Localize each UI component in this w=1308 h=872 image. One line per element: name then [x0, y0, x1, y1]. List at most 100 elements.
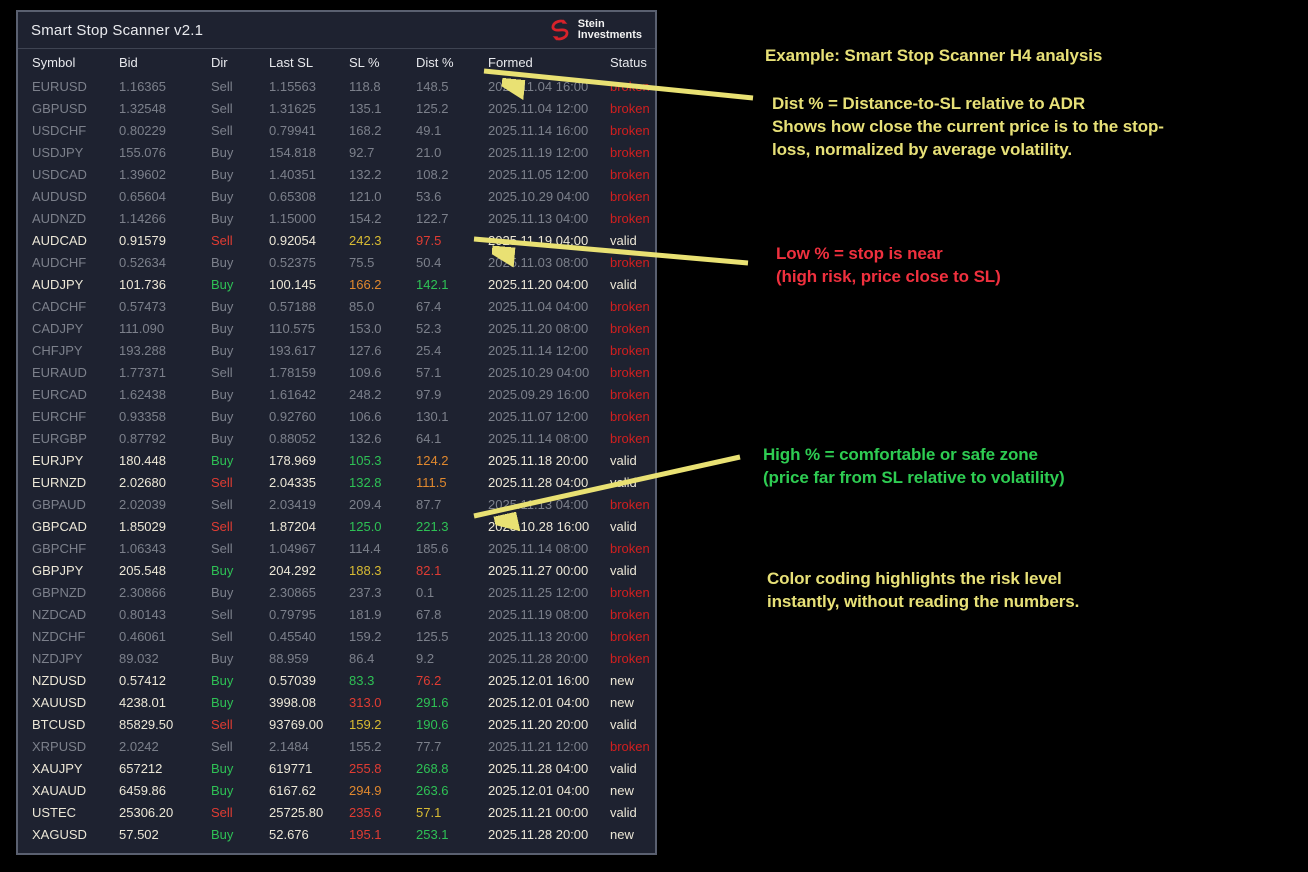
- table-row[interactable]: EURCHF 0.93358 Buy 0.92760 106.6 130.1 2025.11…: [18, 405, 655, 427]
- table-row[interactable]: AUDNZD 1.14266 Buy 1.15000 154.2 122.7 2025.11…: [18, 207, 655, 229]
- table-row[interactable]: NZDJPY 89.032 Buy 88.959 86.4 9.2 2025.11.28 2…: [18, 647, 655, 669]
- cell-last-sl: 619771: [269, 760, 313, 776]
- table-row[interactable]: XRPUSD 2.0242 Sell 2.1484 155.2 77.7 2025.11.2…: [18, 735, 655, 757]
- table-row[interactable]: EURUSD 1.16365 Sell 1.15563 118.8 148.5 2025.1…: [18, 75, 655, 97]
- cell-status: broken: [610, 298, 650, 314]
- cell-dir: Sell: [211, 804, 233, 820]
- cell-formed: 2025.11.28 04:00: [488, 760, 589, 776]
- table-row[interactable]: BTCUSD 85829.50 Sell 93769.00 159.2 190.6 2025…: [18, 713, 655, 735]
- cell-symbol: EURJPY: [32, 452, 84, 468]
- table-row[interactable]: NZDUSD 0.57412 Buy 0.57039 83.3 76.2 2025.12.0…: [18, 669, 655, 691]
- table-row[interactable]: GBPUSD 1.32548 Sell 1.31625 135.1 125.2 2025.1…: [18, 97, 655, 119]
- table-row[interactable]: GBPNZD 2.30866 Buy 2.30865 237.3 0.1 2025.11.2…: [18, 581, 655, 603]
- table-row[interactable]: XAUUSD 4238.01 Buy 3998.08 313.0 291.6 2025.12…: [18, 691, 655, 713]
- cell-formed: 2025.11.03 08:00: [488, 254, 589, 270]
- table-row[interactable]: USTEC 25306.20 Sell 25725.80 235.6 57.1 2025.1…: [18, 801, 655, 823]
- cell-sl-pct: 188.3: [349, 562, 382, 578]
- cell-symbol: AUDNZD: [32, 210, 87, 226]
- annotation-line: loss, normalized by average volatility.: [772, 140, 1073, 159]
- cell-sl-pct: 237.3: [349, 584, 382, 600]
- cell-symbol: XRPUSD: [32, 738, 87, 754]
- cell-symbol: EURCHF: [32, 408, 87, 424]
- cell-last-sl: 0.45540: [269, 628, 316, 644]
- table-row[interactable]: EURCAD 1.62438 Buy 1.61642 248.2 97.9 2025.09.…: [18, 383, 655, 405]
- cell-bid: 1.06343: [119, 540, 166, 556]
- cell-sl-pct: 135.1: [349, 100, 382, 116]
- cell-bid: 0.57473: [119, 298, 166, 314]
- cell-status: new: [610, 826, 634, 842]
- table-row[interactable]: NZDCHF 0.46061 Sell 0.45540 159.2 125.5 2025.1…: [18, 625, 655, 647]
- cell-dir: Buy: [211, 760, 234, 776]
- annotation-line: Dist % = Distance-to-SL relative to ADR: [772, 94, 1086, 113]
- cell-sl-pct: 154.2: [349, 210, 382, 226]
- cell-bid: 6459.86: [119, 782, 166, 798]
- table-row[interactable]: USDJPY 155.076 Buy 154.818 92.7 21.0 2025.11.1…: [18, 141, 655, 163]
- cell-formed: 2025.11.20 04:00: [488, 276, 589, 292]
- table-row[interactable]: AUDCAD 0.91579 Sell 0.92054 242.3 97.5 2025.11…: [18, 229, 655, 251]
- cell-sl-pct: 159.2: [349, 628, 382, 644]
- table-row[interactable]: EURAUD 1.77371 Sell 1.78159 109.6 57.1 2025.10…: [18, 361, 655, 383]
- annotation-example-title: Example: Smart Stop Scanner H4 analysis: [765, 44, 1102, 67]
- cell-formed: 2025.11.28 20:00: [488, 826, 589, 842]
- table-row[interactable]: XAUJPY 657212 Buy 619771 255.8 268.8 2025.11.2…: [18, 757, 655, 779]
- col-status: Status: [610, 54, 647, 70]
- cell-last-sl: 154.818: [269, 144, 316, 160]
- cell-dir: Sell: [211, 78, 233, 94]
- table-row[interactable]: NZDCAD 0.80143 Sell 0.79795 181.9 67.8 2025.11…: [18, 603, 655, 625]
- table-row[interactable]: EURGBP 0.87792 Buy 0.88052 132.6 64.1 2025.11.…: [18, 427, 655, 449]
- stein-s-arrows-icon: [551, 19, 569, 41]
- table-row[interactable]: GBPJPY 205.548 Buy 204.292 188.3 82.1 2025.11.…: [18, 559, 655, 581]
- cell-bid: 0.52634: [119, 254, 166, 270]
- cell-bid: 193.288: [119, 342, 166, 358]
- cell-symbol: EURGBP: [32, 430, 87, 446]
- table-row[interactable]: AUDJPY 101.736 Buy 100.145 166.2 142.1 2025.11…: [18, 273, 655, 295]
- table-row[interactable]: AUDUSD 0.65604 Buy 0.65308 121.0 53.6 2025.10.…: [18, 185, 655, 207]
- cell-last-sl: 0.52375: [269, 254, 316, 270]
- cell-bid: 25306.20: [119, 804, 174, 820]
- cell-dir: Buy: [211, 298, 234, 314]
- table-row[interactable]: CHFJPY 193.288 Buy 193.617 127.6 25.4 2025.11.…: [18, 339, 655, 361]
- cell-last-sl: 1.15563: [269, 78, 316, 94]
- table-row[interactable]: CADCHF 0.57473 Buy 0.57188 85.0 67.4 2025.11.0…: [18, 295, 655, 317]
- cell-dist-pct: 253.1: [416, 826, 449, 842]
- table-row[interactable]: EURNZD 2.02680 Sell 2.04335 132.8 111.5 2025.1…: [18, 471, 655, 493]
- table-row[interactable]: EURJPY 180.448 Buy 178.969 105.3 124.2 2025.11…: [18, 449, 655, 471]
- cell-status: valid: [610, 804, 637, 820]
- table-row[interactable]: CADJPY 111.090 Buy 110.575 153.0 52.3 2025.11.…: [18, 317, 655, 339]
- cell-sl-pct: 155.2: [349, 738, 382, 754]
- cell-formed: 2025.11.27 00:00: [488, 562, 589, 578]
- cell-sl-pct: 209.4: [349, 496, 382, 512]
- table-row[interactable]: XAGUSD 57.502 Buy 52.676 195.1 253.1 2025.11.2…: [18, 823, 655, 845]
- cell-last-sl: 0.57039: [269, 672, 316, 688]
- cell-dir: Sell: [211, 628, 233, 644]
- cell-symbol: NZDUSD: [32, 672, 87, 688]
- cell-last-sl: 2.04335: [269, 474, 316, 490]
- cell-dir: Buy: [211, 320, 234, 336]
- cell-status: broken: [610, 386, 650, 402]
- cell-last-sl: 0.79795: [269, 606, 316, 622]
- table-row[interactable]: GBPAUD 2.02039 Sell 2.03419 209.4 87.7 2025.11…: [18, 493, 655, 515]
- cell-bid: 57.502: [119, 826, 159, 842]
- cell-last-sl: 88.959: [269, 650, 309, 666]
- col-symbol: Symbol: [32, 54, 76, 70]
- table-row[interactable]: XAUAUD 6459.86 Buy 6167.62 294.9 263.6 2025.12…: [18, 779, 655, 801]
- cell-dir: Sell: [211, 540, 233, 556]
- cell-dist-pct: 57.1: [416, 804, 442, 820]
- cell-last-sl: 1.78159: [269, 364, 316, 380]
- col-formed: Formed: [488, 54, 533, 70]
- cell-dist-pct: 111.5: [416, 474, 447, 490]
- table-row[interactable]: AUDCHF 0.52634 Buy 0.52375 75.5 50.4 2025.11.0…: [18, 251, 655, 273]
- table-row[interactable]: GBPCHF 1.06343 Sell 1.04967 114.4 185.6 2025.1…: [18, 537, 655, 559]
- cell-last-sl: 0.92760: [269, 408, 316, 424]
- cell-formed: 2025.11.05 12:00: [488, 166, 589, 182]
- table-row[interactable]: USDCHF 0.80229 Sell 0.79941 168.2 49.1 2025.11…: [18, 119, 655, 141]
- table-row[interactable]: GBPCAD 1.85029 Sell 1.87204 125.0 221.3 2025.1…: [18, 515, 655, 537]
- cell-dist-pct: 97.9: [416, 386, 442, 402]
- brand-line-2: Investments: [577, 29, 642, 41]
- cell-formed: 2025.12.01 04:00: [488, 694, 590, 710]
- cell-status: broken: [610, 342, 650, 358]
- table-row[interactable]: USDCAD 1.39602 Buy 1.40351 132.2 108.2 2025.11…: [18, 163, 655, 185]
- cell-formed: 2025.11.13 04:00: [488, 496, 589, 512]
- cell-sl-pct: 127.6: [349, 342, 382, 358]
- cell-symbol: EURNZD: [32, 474, 87, 490]
